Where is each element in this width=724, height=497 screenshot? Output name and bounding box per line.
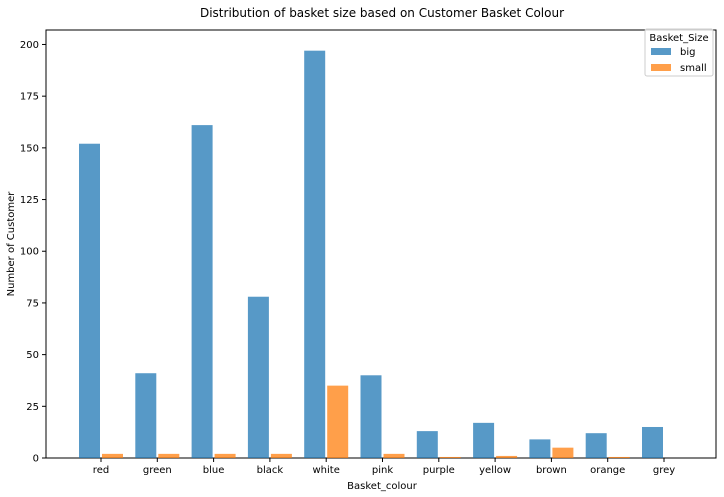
x-tick-label: blue bbox=[203, 465, 225, 476]
bar-big-orange bbox=[585, 433, 607, 458]
bar-small-yellow bbox=[496, 455, 518, 458]
legend: Basket_Size big small bbox=[644, 28, 714, 77]
bar-big-red bbox=[79, 143, 100, 459]
x-tick-label: pink bbox=[372, 465, 393, 476]
legend-label-big: big bbox=[680, 47, 695, 58]
y-tick-label: 125 bbox=[20, 195, 39, 206]
bar-big-white bbox=[304, 50, 326, 458]
bar-big-pink bbox=[360, 375, 382, 458]
y-axis-label: Number of Customer bbox=[6, 191, 17, 297]
bar-small-black bbox=[270, 453, 292, 458]
y-tick-label: 175 bbox=[20, 92, 39, 103]
legend-swatch-small bbox=[651, 64, 671, 71]
bar-big-green bbox=[135, 373, 157, 458]
bar-small-purple bbox=[439, 456, 461, 458]
x-axis-label: Basket_colour bbox=[347, 481, 418, 492]
x-tick-label: black bbox=[257, 465, 284, 476]
bar-small-blue bbox=[214, 453, 236, 458]
y-tick-label: 200 bbox=[20, 40, 39, 51]
x-tick-label: white bbox=[313, 465, 340, 476]
legend-swatch-big bbox=[651, 48, 671, 55]
x-tick-label: yellow bbox=[479, 465, 511, 476]
x-tick-label: orange bbox=[590, 465, 625, 476]
bar-big-purple bbox=[416, 431, 438, 458]
bar-small-orange bbox=[608, 456, 630, 458]
y-tick-label: 150 bbox=[20, 143, 39, 154]
x-tick-label: green bbox=[143, 465, 172, 476]
x-tick-label: red bbox=[93, 465, 109, 476]
bar-big-grey bbox=[642, 426, 663, 458]
bars-group bbox=[79, 50, 663, 459]
y-tick-label: 100 bbox=[20, 247, 39, 258]
bar-big-black bbox=[247, 296, 269, 458]
bar-small-white bbox=[327, 385, 349, 458]
y-tick-label: 50 bbox=[26, 350, 39, 361]
bar-small-green bbox=[158, 453, 180, 458]
bar-big-brown bbox=[529, 439, 551, 458]
chart-title: Distribution of basket size based on Cus… bbox=[200, 6, 564, 20]
bar-small-pink bbox=[383, 453, 405, 458]
x-tick-label: brown bbox=[536, 465, 567, 476]
bar-big-blue bbox=[191, 125, 213, 458]
y-tick-label: 75 bbox=[26, 298, 39, 309]
x-tick-label: purple bbox=[423, 465, 455, 476]
y-tick-label: 0 bbox=[33, 454, 39, 465]
bar-small-red bbox=[102, 453, 123, 458]
bar-small-brown bbox=[552, 447, 574, 458]
x-axis: red green blue black white pink purple yellow br… bbox=[93, 458, 675, 476]
y-tick-label: 25 bbox=[26, 402, 39, 413]
legend-label-small: small bbox=[680, 63, 707, 74]
bar-big-yellow bbox=[473, 422, 495, 458]
y-axis: 0 25 50 75 100 125 150 175 200 bbox=[20, 40, 46, 465]
legend-title: Basket_Size bbox=[649, 33, 708, 44]
x-tick-label: grey bbox=[653, 465, 675, 476]
